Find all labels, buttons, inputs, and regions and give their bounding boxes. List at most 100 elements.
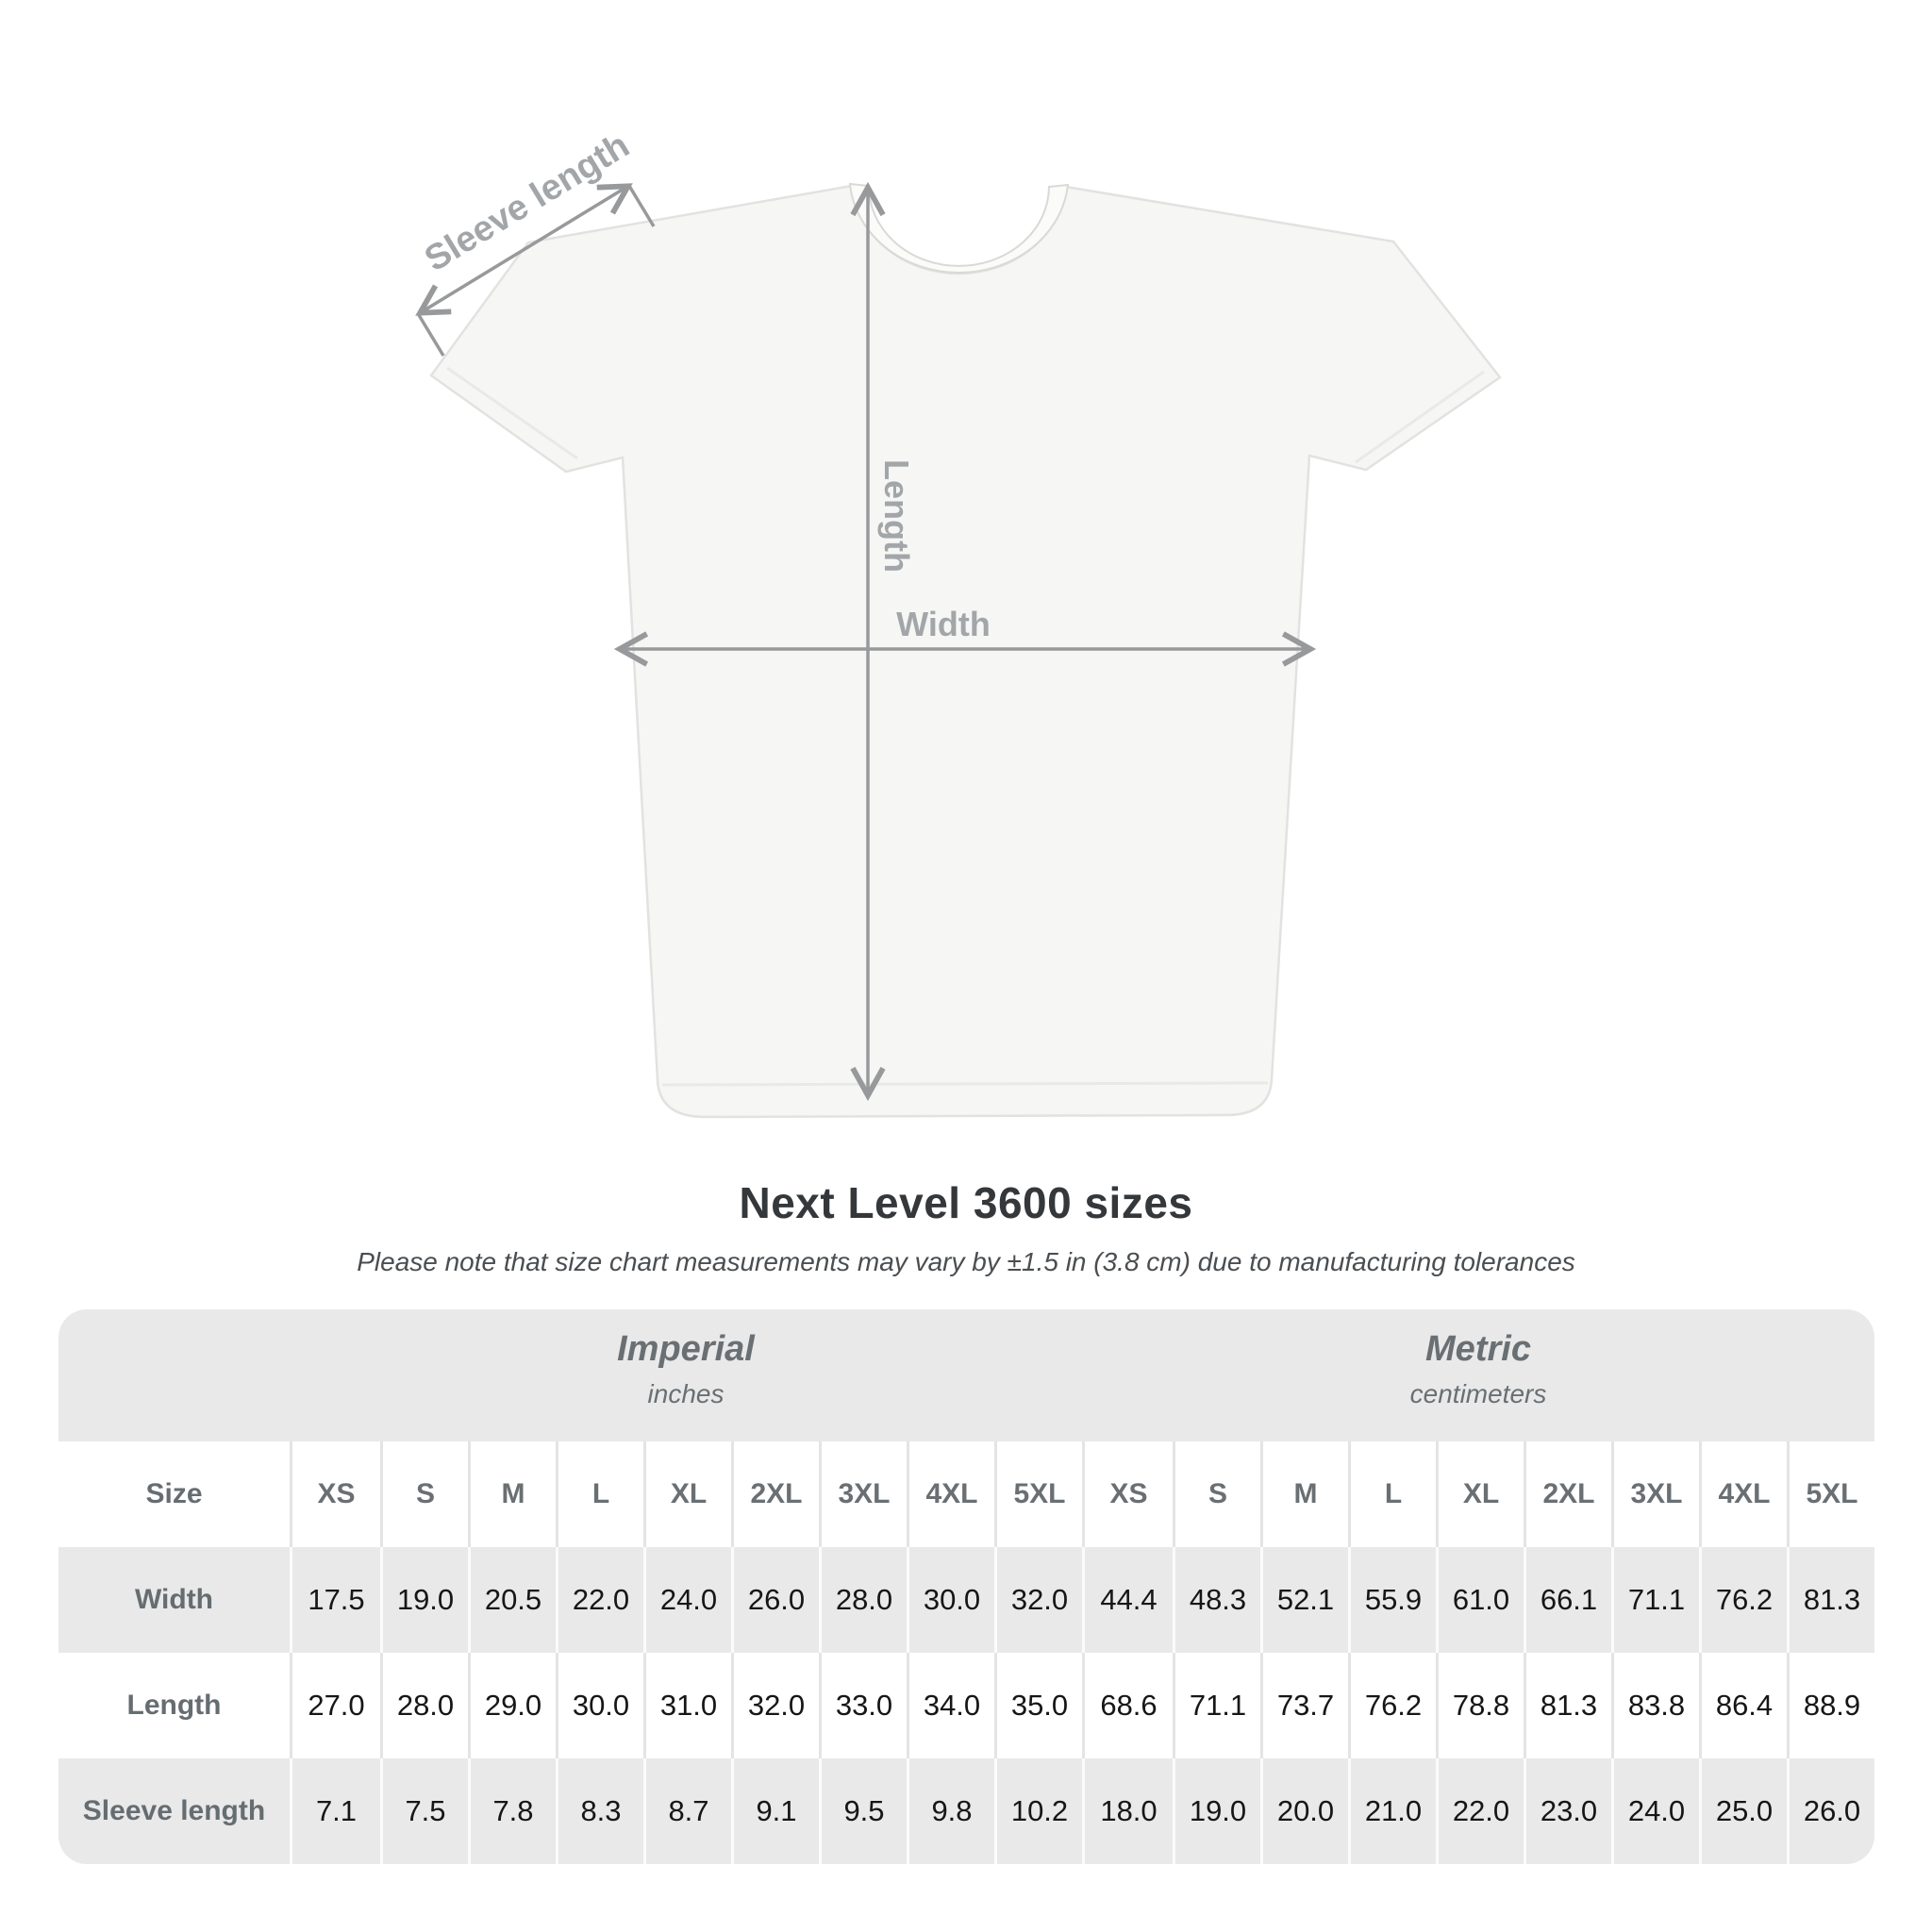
imperial-header: Imperial inches: [290, 1309, 1082, 1441]
length-value: 81.3: [1524, 1653, 1611, 1758]
metric-size-headers: XS S M L XL 2XL 3XL 4XL 5XL: [1082, 1441, 1874, 1547]
width-value: 26.0: [731, 1547, 819, 1653]
width-label: Width: [896, 605, 991, 643]
sleeve-length-value: 7.8: [468, 1758, 556, 1864]
tshirt-measurement-diagram: Sleeve length Length Width: [415, 125, 1502, 1119]
sleeve-length-value: 25.0: [1699, 1758, 1787, 1864]
tolerance-note: Please note that size chart measurements…: [357, 1247, 1575, 1276]
metric-header: Metric centimeters: [1082, 1309, 1874, 1441]
width-value: 32.0: [994, 1547, 1082, 1653]
size-column-header: XL: [643, 1441, 731, 1547]
size-column-header: XS: [1109, 1478, 1148, 1509]
sleeve-length-value: 7.5: [380, 1758, 468, 1864]
imperial-size-headers: XS S M L XL 2XL 3XL 4XL 5XL: [290, 1441, 1082, 1547]
unit-system-header-row: Imperial inches Metric centimeters: [58, 1309, 1874, 1441]
sleeve-length-value: 26.0: [1787, 1758, 1874, 1864]
length-value: 35.0: [994, 1653, 1082, 1758]
sleeve-length-value: 22.0: [1436, 1758, 1524, 1864]
length-value: 27.0: [308, 1689, 365, 1722]
length-value: 71.1: [1173, 1653, 1260, 1758]
collar: [848, 182, 1070, 274]
size-header-label: Size: [145, 1478, 203, 1509]
length-value: 33.0: [819, 1653, 907, 1758]
width-metric-values: 44.4 48.3 52.1 55.9 61.0 66.1 71.1 76.2 81.3: [1082, 1547, 1874, 1653]
width-value: 20.5: [468, 1547, 556, 1653]
size-column-header: 4XL: [907, 1441, 994, 1547]
length-value: 32.0: [731, 1653, 819, 1758]
size-column-header: M: [468, 1441, 556, 1547]
length-imperial-values: 27.0 28.0 29.0 30.0 31.0 32.0 33.0 34.0 35.0: [290, 1653, 1082, 1758]
size-column-header: XS: [317, 1478, 356, 1509]
length-value: 31.0: [643, 1653, 731, 1758]
width-value: 24.0: [643, 1547, 731, 1653]
sleeve-length-value: 9.5: [819, 1758, 907, 1864]
length-label: Length: [877, 459, 916, 573]
row-label-length: Length: [126, 1690, 222, 1721]
width-value: 55.9: [1348, 1547, 1436, 1653]
width-value: 17.5: [308, 1583, 365, 1616]
size-column-header: S: [1173, 1441, 1260, 1547]
size-column-header: 3XL: [819, 1441, 907, 1547]
length-value: 73.7: [1260, 1653, 1348, 1758]
width-value: 66.1: [1524, 1547, 1611, 1653]
sleeve-length-arrow: [415, 183, 656, 357]
sleeve-length-value: 9.8: [907, 1758, 994, 1864]
width-imperial-values: 17.5 19.0 20.5 22.0 24.0 26.0 28.0 30.0 32.0: [290, 1547, 1082, 1653]
row-label-width: Width: [134, 1584, 214, 1615]
width-value: 19.0: [380, 1547, 468, 1653]
row-label-sleeve-length: Sleeve length: [82, 1795, 266, 1826]
metric-title: Metric: [1425, 1329, 1531, 1369]
size-column-header: 2XL: [731, 1441, 819, 1547]
size-column-header: L: [556, 1441, 643, 1547]
width-value: 30.0: [907, 1547, 994, 1653]
length-value: 34.0: [907, 1653, 994, 1758]
size-column-header: M: [1260, 1441, 1348, 1547]
width-value: 71.1: [1611, 1547, 1699, 1653]
length-value: 88.9: [1787, 1653, 1874, 1758]
table-row-sleeve-length: Sleeve length 7.1 7.5 7.8 8.3 8.7 9.1 9.5 9.8 10…: [58, 1758, 1874, 1864]
length-value: 28.0: [380, 1653, 468, 1758]
width-value: 52.1: [1260, 1547, 1348, 1653]
width-value: 28.0: [819, 1547, 907, 1653]
sleeve-length-value: 9.1: [731, 1758, 819, 1864]
table-row-width: Width 17.5 19.0 20.5 22.0 24.0 26.0 28.0 30.0 32…: [58, 1547, 1874, 1653]
imperial-unit: inches: [647, 1378, 724, 1408]
imperial-title: Imperial: [617, 1329, 755, 1369]
sleeve-length-value: 8.3: [556, 1758, 643, 1864]
size-column-header: 3XL: [1611, 1441, 1699, 1547]
table-row-length: Length 27.0 28.0 29.0 30.0 31.0 32.0 33.0 34.0 3…: [58, 1653, 1874, 1758]
sleeve-length-value: 20.0: [1260, 1758, 1348, 1864]
sleeve-length-value: 24.0: [1611, 1758, 1699, 1864]
width-value: 22.0: [556, 1547, 643, 1653]
sleeve-length-value: 8.7: [643, 1758, 731, 1864]
size-column-header: 4XL: [1699, 1441, 1787, 1547]
sleeve-length-value: 19.0: [1173, 1758, 1260, 1864]
size-column-header: 5XL: [994, 1441, 1082, 1547]
length-value: 29.0: [468, 1653, 556, 1758]
length-value: 83.8: [1611, 1653, 1699, 1758]
sleeve-metric-values: 18.0 19.0 20.0 21.0 22.0 23.0 24.0 25.0 26.0: [1082, 1758, 1874, 1864]
length-value: 76.2: [1348, 1653, 1436, 1758]
size-header-row: Size XS S M L XL 2XL 3XL 4XL 5XL XS S M L XL 2XL 3XL 4X…: [58, 1441, 1874, 1547]
width-value: 61.0: [1436, 1547, 1524, 1653]
width-value: 44.4: [1100, 1583, 1158, 1616]
width-value: 81.3: [1787, 1547, 1874, 1653]
size-column-header: L: [1348, 1441, 1436, 1547]
page-title: Next Level 3600 sizes: [739, 1178, 1193, 1227]
sleeve-length-value: 23.0: [1524, 1758, 1611, 1864]
metric-unit: centimeters: [1409, 1378, 1547, 1408]
length-value: 68.6: [1100, 1689, 1158, 1722]
size-column-header: S: [380, 1441, 468, 1547]
unit-system-spacer: [58, 1309, 290, 1441]
length-value: 78.8: [1436, 1653, 1524, 1758]
width-value: 76.2: [1699, 1547, 1787, 1653]
size-table: Imperial inches Metric centimeters Size …: [58, 1309, 1874, 1864]
width-value: 48.3: [1173, 1547, 1260, 1653]
length-metric-values: 68.6 71.1 73.7 76.2 78.8 81.3 83.8 86.4 88.9: [1082, 1653, 1874, 1758]
sleeve-length-value: 18.0: [1100, 1794, 1158, 1827]
size-column-header: XL: [1436, 1441, 1524, 1547]
sleeve-length-value: 21.0: [1348, 1758, 1436, 1864]
size-column-header: 5XL: [1787, 1441, 1874, 1547]
sleeve-length-value: 7.1: [315, 1794, 358, 1827]
